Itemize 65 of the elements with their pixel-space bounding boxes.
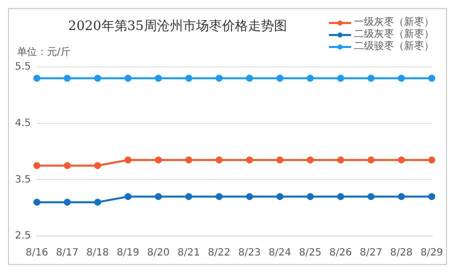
point [64,162,71,170]
x-tick-label: 8/23 [238,248,261,259]
x-tick-label: 8/27 [360,248,382,259]
point [33,74,40,82]
x-tick-label: 8/22 [208,248,230,259]
y-tick-label: 5.5 [14,62,31,73]
point [154,193,162,200]
point [185,156,192,164]
point [216,74,223,82]
point [398,156,405,164]
x-tick-label: 8/29 [420,248,444,259]
point [337,193,344,200]
x-tick-label: 8/18 [86,248,109,259]
point [124,74,132,82]
y-tick-label: 4.5 [14,118,31,129]
legend-label: 二级灰枣（新枣） [354,29,434,40]
point [398,74,405,82]
x-tick-label: 8/16 [26,248,48,259]
point [276,193,284,200]
point [306,156,314,164]
x-tick-label: 8/26 [329,248,352,259]
point [306,193,314,200]
x-tick-label: 8/17 [56,248,79,259]
point [246,74,254,82]
point [185,193,192,200]
point [246,156,254,164]
x-tick-label: 8/28 [390,248,413,259]
point [368,74,375,82]
point [94,162,102,170]
point [276,156,284,164]
point [276,74,284,82]
legend-label: 一级灰枣（新枣） [354,17,434,28]
point [94,198,102,206]
y-tick-label: 2.5 [14,230,31,242]
x-tick-label: 8/25 [299,248,322,259]
point [124,193,132,200]
point [185,74,192,82]
point [428,74,436,82]
point [368,156,375,164]
y-tick-label: 3.5 [14,174,31,186]
point [33,162,40,170]
x-tick-label: 8/19 [116,248,140,259]
point [64,74,71,82]
point [368,193,375,200]
x-tick-label: 8/24 [268,248,292,259]
point [124,156,132,164]
point [33,198,40,206]
point [337,156,344,164]
point [428,193,436,200]
point [337,74,344,82]
point [216,156,223,164]
point [94,74,102,82]
chart-title: 2020年第35周沧州市场枣价格走势图 [67,18,288,35]
point [398,193,405,200]
point [306,74,314,82]
point [154,74,162,82]
x-tick-label: 8/20 [147,248,170,259]
x-tick-label: 8/21 [178,248,200,259]
y-axis-title: 单位：元/斤 [17,46,70,59]
point [246,193,254,200]
legend-label: 二级骏枣（新枣） [354,41,434,53]
point [216,193,223,200]
point [154,156,162,164]
point [428,156,436,164]
point [64,198,71,206]
